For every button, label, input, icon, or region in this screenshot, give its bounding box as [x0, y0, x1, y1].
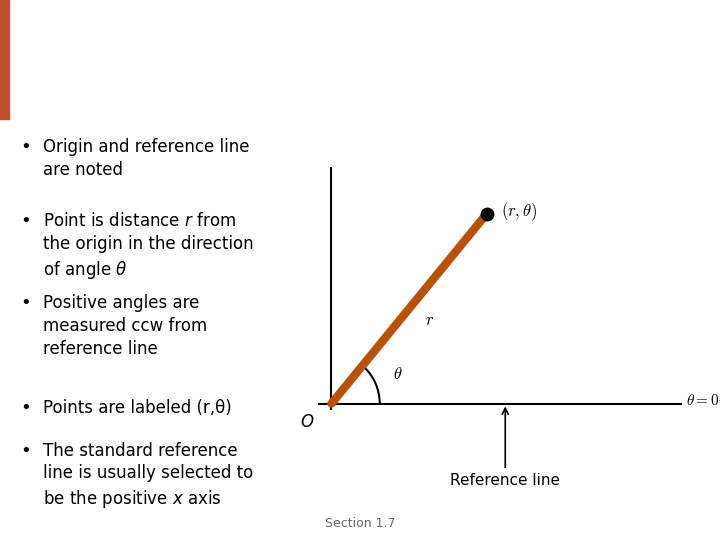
Text: Origin and reference line
are noted: Origin and reference line are noted [43, 138, 250, 179]
Text: Plane polar coordinate system: Plane polar coordinate system [36, 49, 584, 82]
Text: Reference line: Reference line [450, 408, 560, 488]
Text: $\theta = 0°$: $\theta = 0°$ [686, 393, 720, 410]
Text: Point is distance $r$ from
the origin in the direction
of angle $\theta$: Point is distance $r$ from the origin in… [43, 212, 254, 281]
Text: The standard reference
line is usually selected to
be the positive $x$ axis: The standard reference line is usually s… [43, 442, 253, 510]
Text: $\theta$: $\theta$ [392, 365, 402, 383]
Bar [0, 0, 9, 119]
Text: •: • [21, 399, 31, 417]
Text: Section 1.7: Section 1.7 [325, 517, 395, 530]
Text: Positive angles are
measured ccw from
reference line: Positive angles are measured ccw from re… [43, 294, 207, 357]
Text: •: • [21, 138, 31, 156]
Text: •: • [21, 442, 31, 460]
Text: $(r, \theta)$: $(r, \theta)$ [501, 200, 537, 223]
Text: •: • [21, 212, 31, 230]
Text: $r$: $r$ [425, 311, 434, 329]
Text: Points are labeled (r,θ): Points are labeled (r,θ) [43, 399, 232, 417]
Text: O: O [301, 414, 314, 431]
Text: •: • [21, 294, 31, 312]
